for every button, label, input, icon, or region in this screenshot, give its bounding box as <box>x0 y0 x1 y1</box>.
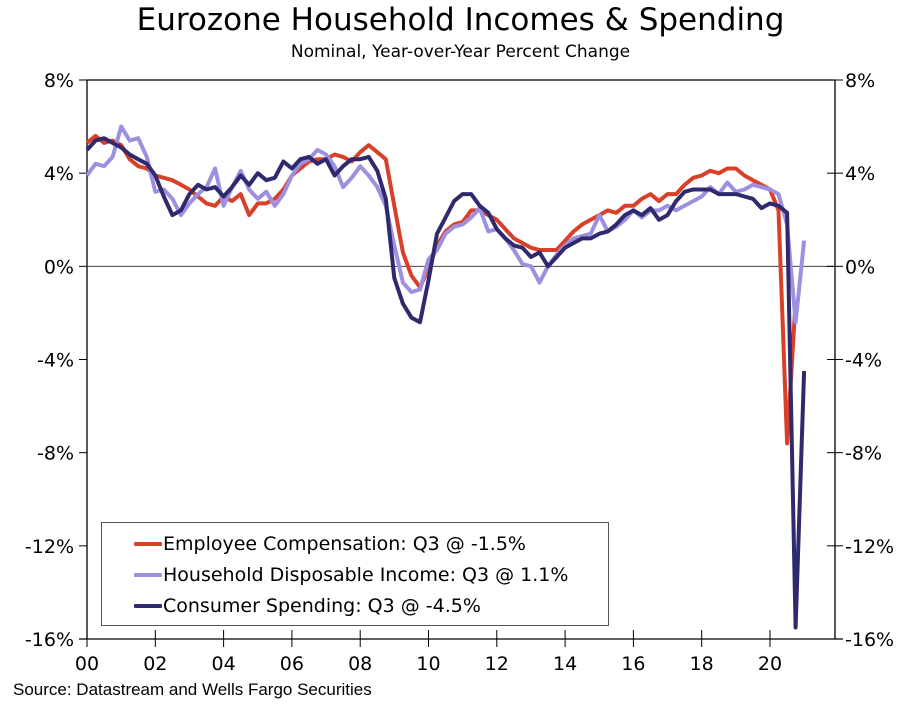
legend-item-consumer-spending: Consumer Spending: Q3 @ -4.5% <box>134 591 481 621</box>
x-tick-label: 02 <box>143 653 167 675</box>
x-tick-label: 10 <box>416 653 440 675</box>
legend-label-household-disposable-income: Household Disposable Income: Q3 @ 1.1% <box>163 564 569 586</box>
legend-item-household-disposable-income: Household Disposable Income: Q3 @ 1.1% <box>134 560 568 590</box>
y-tick-label-right: 0% <box>845 256 875 278</box>
chart-subtitle: Nominal, Year-over-Year Percent Change <box>290 42 631 62</box>
y-tick-label-right: 8% <box>845 70 875 92</box>
legend-swatch-household-disposable-income <box>134 573 162 577</box>
x-tick-label: 16 <box>621 653 645 675</box>
x-tick-label: 00 <box>75 653 99 675</box>
y-tick-label-left: 0% <box>44 256 74 278</box>
x-tick-label: 06 <box>280 653 304 675</box>
legend-swatch-employee-compensation <box>134 542 162 546</box>
series-line-household-disposable-income <box>85 124 807 325</box>
x-tick-label: 04 <box>212 653 236 675</box>
legend-label-consumer-spending: Consumer Spending: Q3 @ -4.5% <box>163 595 481 617</box>
chart-title: Eurozone Household Incomes & Spending <box>136 2 785 38</box>
y-tick-label-right: -4% <box>845 350 882 372</box>
y-tick-label-left: -12% <box>25 536 74 558</box>
y-tick-label-left: -16% <box>25 629 74 651</box>
x-tick-label: 20 <box>758 653 782 675</box>
y-tick-label-right: -16% <box>845 629 894 651</box>
legend: Employee Compensation: Q3 @ -1.5% Househ… <box>101 522 609 626</box>
y-tick-label-left: -8% <box>37 443 74 465</box>
y-tick-label-right: -8% <box>845 443 882 465</box>
y-tick-label-left: 4% <box>44 163 74 185</box>
y-tick-label-left: 8% <box>44 70 74 92</box>
x-tick-label: 14 <box>553 653 577 675</box>
source-note: Source: Datastream and Wells Fargo Secur… <box>13 680 372 699</box>
legend-label-employee-compensation: Employee Compensation: Q3 @ -1.5% <box>163 533 526 555</box>
series-line-consumer-spending <box>85 136 807 630</box>
y-tick-label-right: 4% <box>845 163 875 185</box>
legend-item-employee-compensation: Employee Compensation: Q3 @ -1.5% <box>134 529 526 559</box>
series-line-employee-compensation <box>85 133 798 446</box>
legend-swatch-consumer-spending <box>134 604 162 608</box>
x-tick-label: 12 <box>485 653 509 675</box>
series-layer <box>85 124 807 630</box>
y-tick-label-right: -12% <box>845 536 894 558</box>
x-tick-label: 18 <box>690 653 714 675</box>
axes: 8% 8% 4% 4% 0% 0% -4% -4% -8% -8% -12% -12% -16% -16%… <box>25 70 894 675</box>
y-tick-label-left: -4% <box>37 350 74 372</box>
x-tick-label: 08 <box>348 653 372 675</box>
